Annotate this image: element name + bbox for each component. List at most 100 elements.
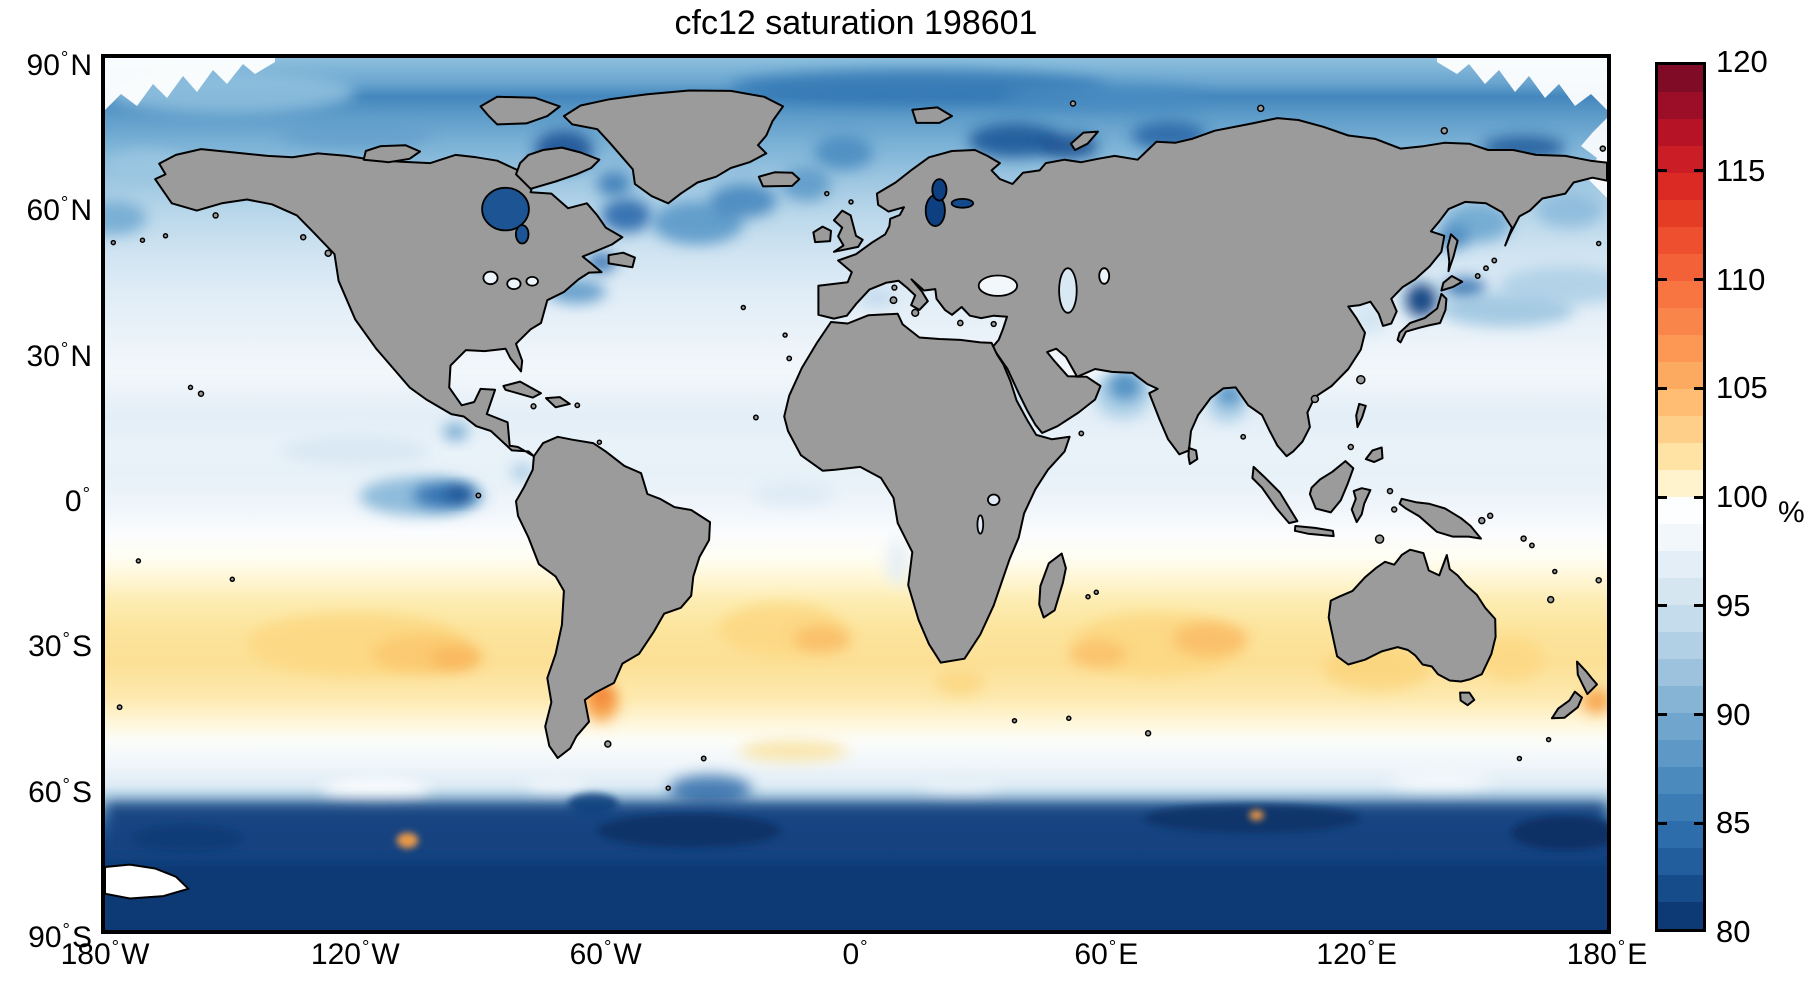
ocean-anomaly-blob (1173, 622, 1249, 657)
colorbar-segment (1658, 578, 1703, 605)
colorbar-segment (1658, 659, 1703, 686)
landmass (1355, 402, 1367, 429)
island (1374, 534, 1385, 544)
inland-sea (525, 276, 539, 287)
island (1085, 593, 1091, 600)
inland-sea (976, 514, 985, 535)
colorbar-tick-label: 95 (1716, 587, 1751, 623)
landmass (515, 146, 601, 190)
island (1093, 589, 1100, 596)
island (596, 439, 603, 445)
landmass (607, 251, 636, 269)
y-tick-label: 60°S (28, 773, 92, 809)
colorbar-tick (1694, 495, 1706, 499)
antarctic-coastal-band (105, 801, 1607, 855)
colorbar-segment (1658, 848, 1703, 875)
island (475, 492, 482, 499)
colorbar-segment (1658, 632, 1703, 659)
landmass (1459, 691, 1476, 707)
colorbar-segment (1658, 227, 1703, 254)
colorbar-segment (1658, 875, 1703, 902)
island (956, 319, 964, 327)
ocean-anomaly-blob (1582, 689, 1607, 714)
island (1386, 487, 1394, 495)
ocean-anomaly-blob (597, 813, 781, 848)
colorbar-segment (1658, 740, 1703, 767)
colorbar-tick (1694, 169, 1706, 173)
colorbar-segment (1658, 254, 1703, 281)
landmass (1350, 487, 1372, 524)
world-map (105, 58, 1607, 930)
ocean-anomaly-blob (1068, 640, 1128, 668)
y-tick-label: 0° (64, 483, 90, 518)
polar-nodata-wedge (105, 58, 275, 110)
colorbar-segment (1658, 686, 1703, 713)
island (911, 308, 920, 317)
island (530, 403, 537, 410)
colorbar-segment (1658, 146, 1703, 173)
landmass (1550, 690, 1583, 720)
colorbar-tick (1655, 278, 1667, 281)
polar-nodata-wedge (1437, 58, 1607, 110)
ocean-anomaly-blob (601, 198, 652, 233)
ocean-anomaly-blob (668, 775, 752, 804)
landmass (1576, 660, 1598, 696)
island (1595, 240, 1602, 247)
ross-sea-white-area (105, 863, 190, 900)
x-tick-label: 180°E (1566, 936, 1648, 971)
colorbar-segment (1658, 605, 1703, 632)
colorbar-segment (1658, 713, 1703, 740)
inland-sea (931, 178, 948, 202)
inland-sea (506, 277, 522, 291)
landmass (832, 209, 864, 253)
colorbar-tick (1694, 821, 1706, 825)
landmass (1187, 447, 1199, 465)
colorbar-tick (1694, 386, 1706, 390)
y-tick-label: 90°S (28, 919, 92, 954)
island (110, 239, 117, 246)
island (1390, 506, 1398, 513)
island (990, 320, 997, 328)
landmass (1396, 292, 1448, 344)
ocean-anomaly-blob (709, 183, 777, 218)
colorbar-tick (1655, 495, 1667, 499)
island (740, 304, 747, 311)
landmass (1440, 275, 1464, 292)
island (1545, 736, 1552, 743)
ocean-field (105, 58, 1607, 930)
island (1011, 717, 1018, 724)
island (782, 332, 788, 338)
ocean-anomaly-blob (430, 648, 481, 670)
island (324, 249, 332, 257)
page-title: cfc12 saturation 198601 (674, 4, 1038, 42)
island (299, 233, 307, 241)
ocean-anomaly-blob (968, 123, 1061, 158)
colorbar-segment (1658, 335, 1703, 362)
ocean-anomaly-blob (597, 171, 631, 197)
ocean-anomaly-blob (751, 481, 836, 507)
island (1066, 715, 1072, 722)
ocean-anomaly-blob (858, 289, 896, 307)
ocean-anomaly-blob (1249, 809, 1264, 821)
colorbar-segment (1658, 119, 1703, 146)
island (212, 212, 219, 219)
island (1486, 512, 1494, 520)
colorbar-segment (1658, 389, 1703, 416)
colorbar-tick (1694, 604, 1706, 608)
island (665, 785, 671, 791)
y-tick-label: 30°S (28, 628, 92, 664)
colorbar-segment (1658, 470, 1703, 497)
colorbar-segment (1658, 416, 1703, 443)
ocean-anomaly-blob (568, 793, 619, 815)
colorbar-segment (1658, 281, 1703, 308)
inland-sea (1058, 267, 1078, 314)
inland-seas (481, 178, 1111, 535)
ocean-anomaly-blob (935, 670, 986, 696)
island (786, 355, 793, 362)
colorbar-tick-label: 100 (1716, 479, 1768, 514)
island (1520, 535, 1527, 542)
island (1347, 443, 1355, 451)
inland-sea (1098, 267, 1111, 285)
ocean-anomaly-blob (1390, 767, 1491, 792)
landmass (479, 95, 561, 126)
